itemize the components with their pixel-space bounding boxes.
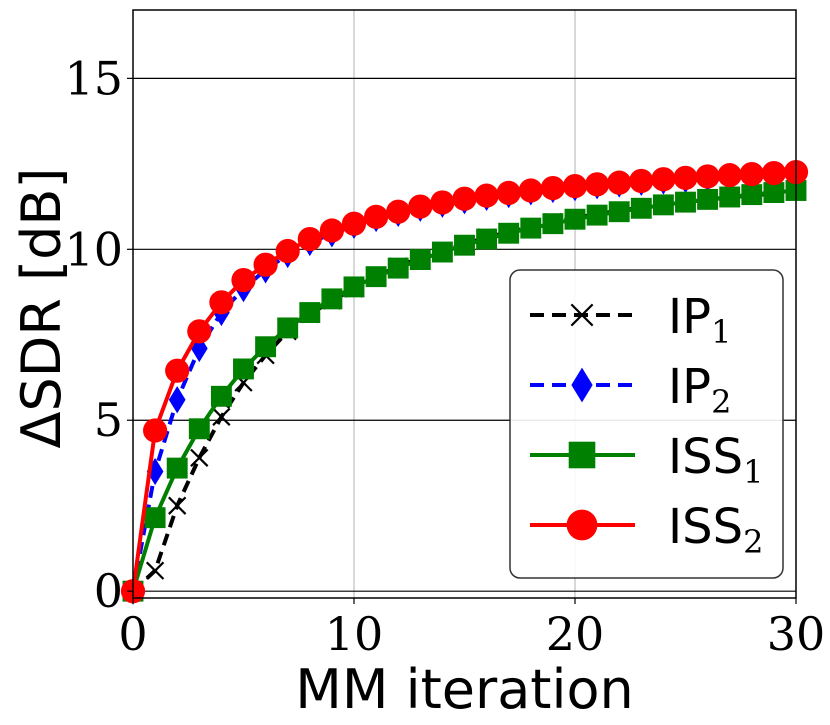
data-point (409, 249, 431, 271)
data-point (452, 186, 477, 211)
data-point (585, 172, 610, 197)
data-point (253, 252, 278, 277)
data-point (562, 173, 588, 199)
data-point (343, 276, 365, 298)
data-point (454, 234, 475, 256)
data-point (630, 197, 652, 219)
data-point (165, 358, 190, 383)
y-tick-label: 10 (64, 222, 123, 276)
legend-box (509, 269, 784, 579)
data-point (741, 184, 763, 206)
data-point (233, 358, 254, 380)
data-point (143, 418, 168, 443)
data-point (144, 507, 166, 529)
data-point (364, 204, 389, 229)
legend-label-subscript: 2 (711, 383, 731, 421)
data-point (675, 191, 696, 213)
data-point (297, 226, 322, 252)
data-point (168, 496, 187, 515)
x-tick-label: 10 (325, 607, 384, 661)
data-point (540, 176, 566, 201)
data-point (431, 241, 453, 263)
x-tick-label: 0 (118, 607, 147, 661)
data-point (190, 448, 209, 467)
data-point (408, 194, 433, 219)
y-tick-label: 5 (94, 393, 123, 447)
data-point (231, 267, 256, 293)
data-point (564, 208, 586, 230)
data-point (763, 182, 785, 204)
data-point (187, 319, 212, 344)
data-point (365, 266, 387, 288)
data-point (739, 161, 764, 187)
legend-marker (566, 509, 598, 541)
x-tick-label: 20 (546, 607, 605, 661)
legend-label-subscript: 1 (743, 453, 763, 491)
data-point (299, 302, 321, 323)
data-point (476, 228, 498, 250)
data-point (212, 407, 231, 426)
data-point (607, 170, 632, 195)
data-point (168, 386, 186, 414)
y-axis-label: ΔSDR [dB] (10, 168, 73, 449)
legend-marker (570, 303, 594, 327)
y-tick-label: 15 (64, 51, 123, 105)
legend-label-subscript: 1 (711, 313, 731, 351)
data-point (608, 201, 630, 223)
data-point (695, 164, 720, 189)
y-tick-label: 0 (94, 564, 123, 618)
legend-marker (568, 441, 596, 469)
legend-label-subscript: 2 (743, 523, 763, 561)
data-point (145, 561, 165, 580)
data-point (761, 160, 787, 186)
data-point (166, 457, 188, 479)
data-point (520, 217, 542, 239)
data-point (386, 199, 411, 224)
x-axis-label: MM iteration (295, 658, 633, 721)
legend-marker (571, 367, 593, 403)
data-point (629, 168, 654, 194)
data-point (652, 194, 674, 216)
data-point (586, 204, 608, 226)
data-point (321, 288, 343, 310)
plot-series (120, 159, 809, 605)
data-point (210, 385, 232, 407)
data-point (651, 167, 676, 192)
data-point (209, 290, 234, 315)
data-point (277, 317, 299, 339)
data-point (319, 218, 344, 243)
data-point (719, 186, 741, 208)
x-tick-label: 30 (767, 607, 826, 661)
data-point (673, 165, 698, 190)
data-point (255, 336, 277, 358)
data-point (697, 188, 719, 210)
data-point (341, 211, 367, 236)
data-point (430, 190, 455, 215)
data-point (518, 178, 543, 203)
data-point (498, 222, 520, 244)
data-point (188, 418, 210, 440)
data-point (387, 257, 409, 279)
data-point (717, 163, 742, 188)
data-point (190, 334, 208, 363)
data-point (496, 180, 521, 205)
data-point (275, 238, 300, 264)
data-point (542, 213, 564, 235)
plot-frame (132, 9, 797, 599)
data-point (474, 183, 499, 208)
tick-labels: 0 10 20 30 0 5 10 15 (64, 51, 825, 661)
